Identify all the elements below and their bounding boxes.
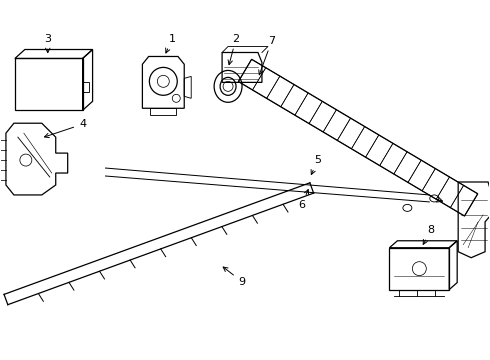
Text: 2: 2: [228, 33, 240, 65]
Text: 8: 8: [423, 225, 435, 244]
Text: 4: 4: [45, 119, 86, 138]
Text: 3: 3: [44, 33, 51, 53]
Text: 9: 9: [223, 267, 245, 287]
Text: 6: 6: [298, 190, 309, 210]
Text: 5: 5: [311, 155, 321, 175]
Text: 1: 1: [166, 33, 176, 53]
Text: 7: 7: [259, 36, 275, 75]
